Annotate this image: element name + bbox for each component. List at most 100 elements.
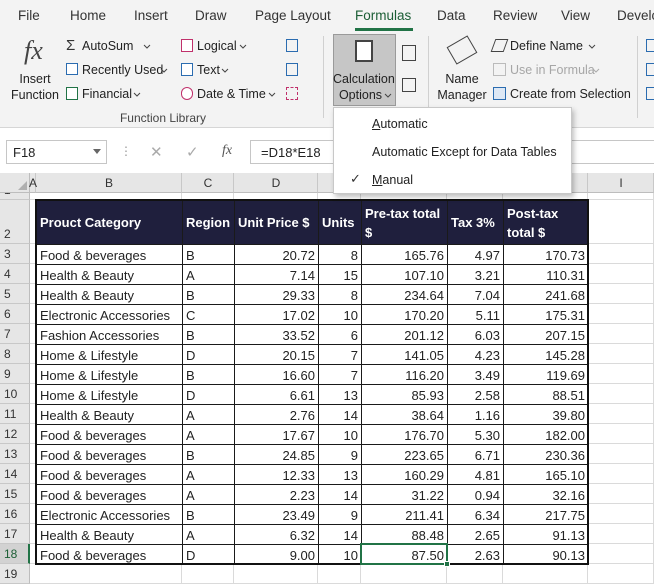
table-cell[interactable]: B bbox=[182, 444, 235, 465]
table-cell[interactable]: 2.76 bbox=[234, 404, 319, 425]
table-cell[interactable]: 7 bbox=[318, 344, 362, 365]
table-cell[interactable]: A bbox=[182, 464, 235, 485]
table-cell[interactable]: 1.16 bbox=[447, 404, 504, 425]
calculation-options[interactable]: Calculation Options bbox=[333, 72, 395, 102]
table-cell[interactable]: 20.15 bbox=[234, 344, 319, 365]
menu-tab[interactable]: Data bbox=[437, 8, 466, 23]
table-cell[interactable]: Home & Lifestyle bbox=[36, 364, 183, 385]
cell[interactable] bbox=[30, 304, 37, 324]
table-cell[interactable]: 13 bbox=[318, 384, 362, 405]
cell[interactable] bbox=[30, 193, 37, 200]
table-cell[interactable]: 6 bbox=[318, 324, 362, 345]
table-cell[interactable]: 7.14 bbox=[234, 264, 319, 285]
table-cell[interactable]: A bbox=[182, 484, 235, 505]
table-cell[interactable]: 6.34 bbox=[447, 504, 504, 525]
table-cell[interactable]: 32.16 bbox=[503, 484, 589, 505]
cell[interactable] bbox=[30, 324, 37, 344]
cell[interactable] bbox=[30, 564, 37, 584]
table-cell[interactable]: 4.81 bbox=[447, 464, 504, 485]
cell[interactable] bbox=[447, 564, 503, 584]
table-cell[interactable]: 160.29 bbox=[361, 464, 448, 485]
table-cell[interactable]: Region bbox=[182, 200, 235, 245]
cell[interactable] bbox=[588, 193, 654, 200]
table-cell[interactable]: Food & beverages bbox=[36, 544, 183, 565]
table-cell[interactable]: 165.10 bbox=[503, 464, 589, 485]
logical[interactable]: Logical bbox=[197, 39, 237, 53]
table-cell[interactable]: A bbox=[182, 524, 235, 545]
cell[interactable] bbox=[588, 484, 654, 504]
table-cell[interactable]: Health & Beauty bbox=[36, 264, 183, 285]
cell[interactable] bbox=[30, 484, 37, 504]
insert-function[interactable]: Insert Function bbox=[11, 72, 59, 102]
table-cell[interactable]: 9 bbox=[318, 444, 362, 465]
lookup-icon[interactable] bbox=[286, 39, 298, 52]
table-cell[interactable]: 85.93 bbox=[361, 384, 448, 405]
table-cell[interactable]: 207.15 bbox=[503, 324, 589, 345]
table-cell[interactable]: Fashion Accessories bbox=[36, 324, 183, 345]
cell[interactable] bbox=[588, 364, 654, 384]
table-cell[interactable]: 31.22 bbox=[361, 484, 448, 505]
table-cell[interactable]: 88.48 bbox=[361, 524, 448, 545]
table-cell[interactable]: 230.36 bbox=[503, 444, 589, 465]
table-cell[interactable]: 223.65 bbox=[361, 444, 448, 465]
table-cell[interactable]: 9 bbox=[318, 504, 362, 525]
audit-icon[interactable] bbox=[646, 39, 654, 52]
table-cell[interactable]: 170.20 bbox=[361, 304, 448, 325]
table-cell[interactable]: 29.33 bbox=[234, 284, 319, 305]
menu-tab[interactable]: File bbox=[18, 8, 40, 23]
cell[interactable] bbox=[588, 504, 654, 524]
table-cell[interactable]: B bbox=[182, 244, 235, 265]
cell[interactable] bbox=[234, 564, 318, 584]
cell[interactable] bbox=[588, 304, 654, 324]
recently-used[interactable]: Recently Used bbox=[82, 63, 164, 77]
cell[interactable] bbox=[234, 193, 318, 200]
cell[interactable] bbox=[588, 564, 654, 584]
table-cell[interactable]: 16.60 bbox=[234, 364, 319, 385]
date-time[interactable]: Date & Time bbox=[197, 87, 266, 101]
table-cell[interactable]: Home & Lifestyle bbox=[36, 344, 183, 365]
menu-tab[interactable]: Page Layout bbox=[255, 8, 331, 23]
table-cell[interactable]: 91.13 bbox=[503, 524, 589, 545]
audit-icon[interactable] bbox=[646, 87, 654, 100]
table-cell[interactable]: Electronic Accessories bbox=[36, 504, 183, 525]
table-cell[interactable]: 182.00 bbox=[503, 424, 589, 445]
table-cell[interactable]: 10 bbox=[318, 544, 362, 565]
cell[interactable] bbox=[182, 193, 234, 200]
table-cell[interactable]: 2.65 bbox=[447, 524, 504, 545]
table-cell[interactable]: Health & Beauty bbox=[36, 404, 183, 425]
table-cell[interactable]: 176.70 bbox=[361, 424, 448, 445]
cell[interactable] bbox=[588, 264, 654, 284]
cell[interactable] bbox=[588, 244, 654, 264]
table-cell[interactable]: 211.41 bbox=[361, 504, 448, 525]
table-cell[interactable]: Food & beverages bbox=[36, 444, 183, 465]
table-cell[interactable]: 6.03 bbox=[447, 324, 504, 345]
table-cell[interactable]: 141.05 bbox=[361, 344, 448, 365]
table-cell[interactable]: 10 bbox=[318, 304, 362, 325]
cell[interactable] bbox=[30, 200, 37, 244]
cell[interactable] bbox=[30, 384, 37, 404]
table-cell[interactable]: 201.12 bbox=[361, 324, 448, 345]
table-cell[interactable]: 234.64 bbox=[361, 284, 448, 305]
table-cell[interactable]: 5.11 bbox=[447, 304, 504, 325]
table-cell[interactable]: Pre-tax total $ bbox=[361, 200, 448, 245]
table-cell[interactable]: 241.68 bbox=[503, 284, 589, 305]
table-cell[interactable]: 3.21 bbox=[447, 264, 504, 285]
table-cell[interactable]: C bbox=[182, 304, 235, 325]
cell[interactable] bbox=[30, 444, 37, 464]
table-cell[interactable]: Units bbox=[318, 200, 362, 245]
table-cell[interactable]: 17.67 bbox=[234, 424, 319, 445]
cell[interactable] bbox=[588, 404, 654, 424]
table-cell[interactable]: 110.31 bbox=[503, 264, 589, 285]
math-icon[interactable] bbox=[286, 63, 298, 76]
cell[interactable] bbox=[30, 284, 37, 304]
table-cell[interactable]: 5.30 bbox=[447, 424, 504, 445]
table-cell[interactable]: 8 bbox=[318, 284, 362, 305]
enter-button[interactable]: ✓ bbox=[186, 144, 199, 161]
audit-icon[interactable] bbox=[646, 63, 654, 76]
cell[interactable] bbox=[30, 364, 37, 384]
cancel-button[interactable]: ✕ bbox=[150, 144, 163, 161]
table-cell[interactable]: D bbox=[182, 384, 235, 405]
table-cell[interactable]: Post-tax total $ bbox=[503, 200, 589, 245]
table-cell[interactable]: 217.75 bbox=[503, 504, 589, 525]
table-cell[interactable]: 10 bbox=[318, 424, 362, 445]
